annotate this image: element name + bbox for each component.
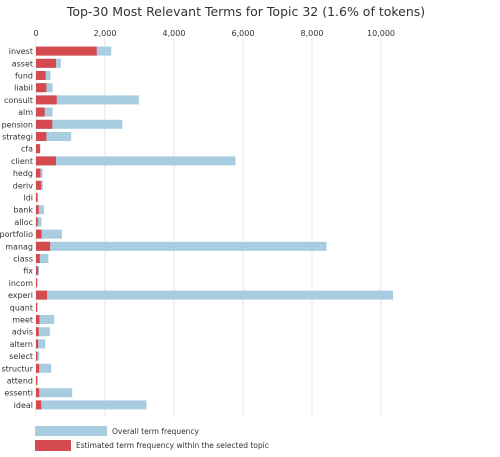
bar-estimated-invest[interactable] (36, 46, 97, 56)
bar-overall-strategi[interactable] (36, 132, 72, 141)
bar-estimated-ldi[interactable] (36, 193, 38, 202)
term-label-hedg[interactable]: hedg (13, 169, 33, 178)
bars (36, 46, 394, 410)
bar-estimated-advis[interactable] (36, 327, 39, 337)
bar-estimated-consult[interactable] (36, 95, 57, 105)
term-label-client[interactable]: client (11, 157, 33, 166)
bar-estimated-hedg[interactable] (36, 168, 41, 178)
term-label-class[interactable]: class (13, 255, 33, 264)
bar-estimated-class[interactable] (36, 254, 40, 263)
bar-overall-client[interactable] (36, 156, 236, 166)
bar-overall-experi[interactable] (36, 290, 394, 300)
legend-label-estimated: Estimated term frequency within the sele… (76, 441, 269, 450)
term-label-pension[interactable]: pension (2, 120, 33, 129)
bar-estimated-fix[interactable] (36, 266, 39, 276)
bar-overall-bank[interactable] (36, 205, 44, 215)
term-label-ldi[interactable]: ldi (23, 194, 33, 203)
x-tick-label: 8,000 (301, 29, 324, 38)
term-label-portfolio[interactable]: portfolio (0, 230, 33, 239)
term-label-structur[interactable]: structur (1, 364, 33, 373)
bar-estimated-quant[interactable] (36, 302, 38, 312)
term-label-consult[interactable]: consult (4, 96, 33, 105)
bar-estimated-meet[interactable] (36, 315, 40, 324)
bar-overall-portfolio[interactable] (36, 229, 62, 239)
x-axis: 0 2,000 4,000 6,000 8,000 10,000 (33, 29, 395, 38)
legend-label-overall: Overall term frequency (112, 427, 200, 436)
term-label-ideal[interactable]: ideal (14, 401, 33, 410)
bar-estimated-manag[interactable] (36, 241, 51, 251)
bar-estimated-experi[interactable] (36, 290, 48, 300)
bar-estimated-select[interactable] (36, 351, 38, 361)
term-label-essenti[interactable]: essenti (4, 389, 33, 398)
term-label-meet[interactable]: meet (12, 316, 33, 325)
x-tick-label: 6,000 (232, 29, 255, 38)
bar-estimated-deriv[interactable] (36, 180, 42, 190)
term-label-strategi[interactable]: strategi (2, 133, 33, 142)
bar-overall-class[interactable] (36, 254, 49, 263)
bar-estimated-pension[interactable] (36, 119, 53, 129)
term-label-deriv[interactable]: deriv (13, 181, 34, 190)
term-label-cfa[interactable]: cfa (21, 145, 33, 154)
grid-lines (35, 38, 382, 416)
chart-title: Top-30 Most Relevant Terms for Topic 32 … (66, 4, 425, 19)
bar-overall-essenti[interactable] (36, 388, 73, 398)
x-tick-label: 4,000 (163, 29, 186, 38)
bar-estimated-strategi[interactable] (36, 132, 47, 141)
term-label-invest[interactable]: invest (9, 47, 33, 56)
term-label-liabil[interactable]: liabil (14, 84, 33, 93)
term-label-alloc[interactable]: alloc (14, 218, 33, 227)
term-label-experi[interactable]: experi (8, 291, 33, 300)
term-label-asset[interactable]: asset (12, 59, 33, 68)
term-label-altern[interactable]: altern (10, 340, 33, 349)
bar-estimated-client[interactable] (36, 156, 57, 166)
term-label-advis[interactable]: advis (12, 328, 33, 337)
term-label-fund[interactable]: fund (15, 72, 33, 81)
bar-overall-consult[interactable] (36, 95, 139, 105)
legend: Overall term frequency Estimated term fr… (35, 426, 269, 451)
bar-estimated-essenti[interactable] (36, 388, 40, 398)
bar-estimated-fund[interactable] (36, 71, 46, 80)
bar-estimated-liabil[interactable] (36, 83, 47, 93)
x-tick-label: 2,000 (94, 29, 117, 38)
legend-swatch-overall (35, 426, 107, 436)
bar-estimated-attend[interactable] (36, 376, 38, 385)
bar-estimated-altern[interactable] (36, 339, 39, 349)
x-tick-label: 10,000 (367, 29, 395, 38)
term-label-select[interactable]: select (9, 352, 33, 361)
bar-overall-pension[interactable] (36, 119, 123, 129)
term-label-bank[interactable]: bank (13, 206, 33, 215)
bar-overall-structur[interactable] (36, 363, 52, 373)
bar-overall-altern[interactable] (36, 339, 46, 349)
bar-estimated-structur[interactable] (36, 363, 40, 373)
bar-overall-ideal[interactable] (36, 400, 147, 410)
bar-estimated-alloc[interactable] (36, 217, 38, 227)
x-tick-label: 0 (33, 29, 38, 38)
bar-estimated-portfolio[interactable] (36, 229, 42, 239)
term-labels: invest asset fund liabil consult alm pension st… (0, 47, 34, 410)
term-label-manag[interactable]: manag (5, 242, 33, 251)
term-label-quant[interactable]: quant (10, 303, 33, 312)
bar-estimated-asset[interactable] (36, 58, 57, 68)
bar-estimated-alm[interactable] (36, 107, 45, 117)
term-label-alm[interactable]: alm (18, 108, 33, 117)
bar-estimated-ideal[interactable] (36, 400, 42, 410)
bar-estimated-bank[interactable] (36, 205, 39, 215)
bar-overall-manag[interactable] (36, 241, 327, 251)
bar-estimated-incom[interactable] (36, 278, 38, 288)
bar-estimated-cfa[interactable] (36, 144, 41, 154)
legend-swatch-estimated (35, 440, 71, 451)
term-label-incom[interactable]: incom (9, 279, 34, 288)
term-label-attend[interactable]: attend (7, 377, 33, 386)
bar-overall-advis[interactable] (36, 327, 50, 337)
bar-overall-meet[interactable] (36, 315, 55, 324)
term-label-fix[interactable]: fix (23, 267, 33, 276)
bar-overall-select[interactable] (36, 351, 40, 361)
bar-overall-alloc[interactable] (36, 217, 42, 227)
